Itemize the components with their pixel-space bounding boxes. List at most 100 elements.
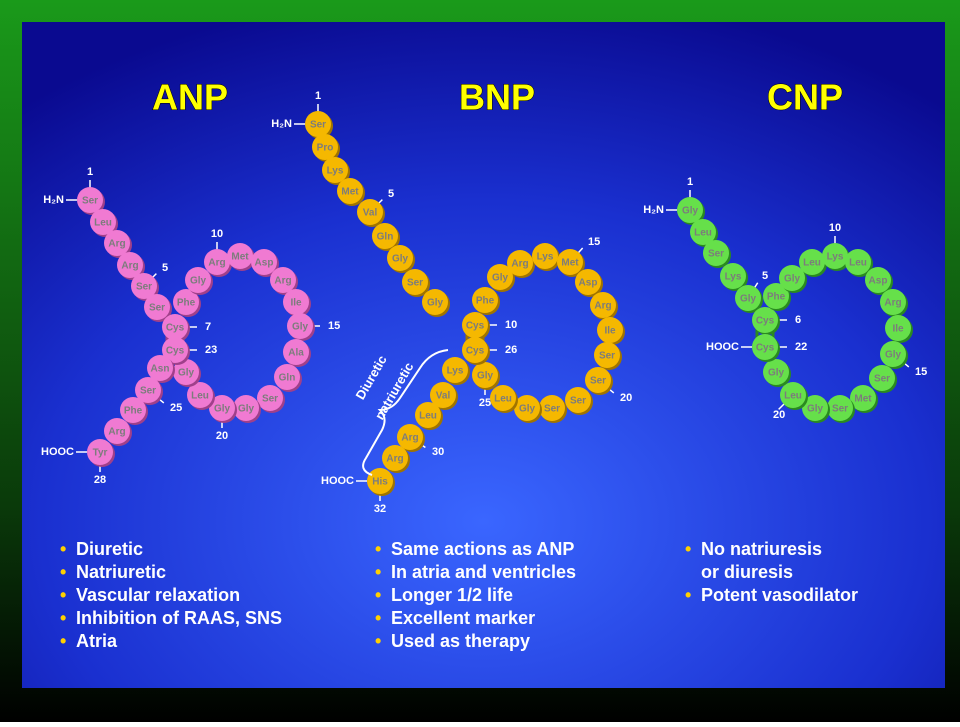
residue-bead xyxy=(462,337,488,363)
residue-bead xyxy=(337,178,363,204)
residue-label: Ile xyxy=(290,298,302,309)
bullet-text: In atria and ventricles xyxy=(391,562,576,582)
bullet-text: Potent vasodilator xyxy=(701,585,858,605)
residue-label: Gly xyxy=(519,404,536,415)
n-terminus: H₂N xyxy=(43,194,64,206)
residue-bead xyxy=(162,314,188,340)
residue-label: Cys xyxy=(756,343,775,354)
residue-bead xyxy=(802,395,828,421)
residue-bead xyxy=(120,397,146,423)
residue-number: 25 xyxy=(170,402,182,414)
residue-bead xyxy=(173,289,199,315)
bullet-dot: • xyxy=(60,631,66,651)
residue-bead xyxy=(690,219,716,245)
bullet-dot: • xyxy=(60,608,66,628)
residue-label: Met xyxy=(341,187,359,198)
residue-bead xyxy=(850,385,876,411)
residue-bead xyxy=(387,245,413,271)
residue-label: Arg xyxy=(121,261,138,272)
bullet-dot: • xyxy=(375,539,381,559)
bullet-dot: • xyxy=(375,608,381,628)
bullet-dot: • xyxy=(685,539,691,559)
residue-bead xyxy=(397,424,423,450)
residue-bead xyxy=(763,283,789,309)
residue-bead xyxy=(780,382,806,408)
residue-bead xyxy=(880,341,906,367)
c-terminus: HOOC xyxy=(321,475,354,487)
residue-bead xyxy=(594,342,620,368)
bullet-text: Longer 1/2 life xyxy=(391,585,513,605)
residue-bead xyxy=(703,240,729,266)
residue-bead xyxy=(763,359,789,385)
residue-bead xyxy=(274,364,300,390)
residue-label: Cys xyxy=(466,346,485,357)
residue-number: 1 xyxy=(87,166,93,178)
residue-number: 20 xyxy=(773,409,785,421)
residue-label: Arg xyxy=(884,298,901,309)
residue-number: 10 xyxy=(505,319,517,331)
residue-bead xyxy=(382,445,408,471)
residue-label: Gly xyxy=(784,274,801,285)
bullet-dot: • xyxy=(60,585,66,605)
residue-bead xyxy=(233,395,259,421)
residue-label: Gly xyxy=(238,404,255,415)
residue-bead xyxy=(557,249,583,275)
residue-label: Gly xyxy=(740,294,757,305)
residue-bead xyxy=(372,223,398,249)
bullet-dot: • xyxy=(685,585,691,605)
bullet-text: Diuretic xyxy=(76,539,143,559)
residue-label: Leu xyxy=(94,218,112,229)
residue-label: Arg xyxy=(108,427,125,438)
residue-label: Ser xyxy=(82,196,98,207)
residue-label: Ser xyxy=(544,404,560,415)
residue-bead xyxy=(575,269,601,295)
number-leader xyxy=(577,247,584,254)
residue-bead xyxy=(147,355,173,381)
residue-bead xyxy=(487,264,513,290)
residue-bead xyxy=(131,273,157,299)
residue-bead xyxy=(257,385,283,411)
residue-label: Arg xyxy=(208,258,225,269)
residue-number: 28 xyxy=(94,474,106,486)
residue-bead xyxy=(367,468,393,494)
residue-bead xyxy=(752,307,778,333)
residue-label: Gly xyxy=(807,404,824,415)
residue-bead xyxy=(885,315,911,341)
residue-bead xyxy=(144,294,170,320)
residue-label: Leu xyxy=(419,411,437,422)
residue-label: Val xyxy=(363,208,378,219)
residue-number: 20 xyxy=(216,430,228,442)
residue-bead xyxy=(90,209,116,235)
residue-bead xyxy=(779,265,805,291)
residue-label: Cys xyxy=(466,321,485,332)
residue-bead xyxy=(442,357,468,383)
residue-number: 1 xyxy=(315,90,321,102)
residue-label: Phe xyxy=(476,296,495,307)
residue-label: Phe xyxy=(177,298,196,309)
residue-bead xyxy=(415,402,441,428)
residue-label: Met xyxy=(231,252,249,263)
residue-label: Cys xyxy=(756,316,775,327)
residue-number: 6 xyxy=(795,314,801,326)
residue-bead xyxy=(270,267,296,293)
residue-number: 5 xyxy=(388,188,394,200)
bullet-text: Atria xyxy=(76,631,118,651)
residue-number: 5 xyxy=(162,262,168,274)
residue-label: Lys xyxy=(827,252,844,263)
residue-bead xyxy=(845,249,871,275)
residue-label: Gly xyxy=(492,273,509,284)
residue-label: Gly xyxy=(190,276,207,287)
residue-label: Ser xyxy=(874,374,890,385)
residue-label: Lys xyxy=(327,166,344,177)
residue-label: Gln xyxy=(377,232,394,243)
residue-label: Ser xyxy=(136,282,152,293)
residue-number: 26 xyxy=(505,344,517,356)
residue-bead xyxy=(822,243,848,269)
residue-label: Val xyxy=(436,391,451,402)
residue-bead xyxy=(402,269,428,295)
residue-label: Tyr xyxy=(93,448,108,459)
residue-label: Arg xyxy=(401,433,418,444)
number-leader xyxy=(778,402,786,410)
residue-label: Ser xyxy=(407,278,423,289)
residue-bead xyxy=(880,289,906,315)
